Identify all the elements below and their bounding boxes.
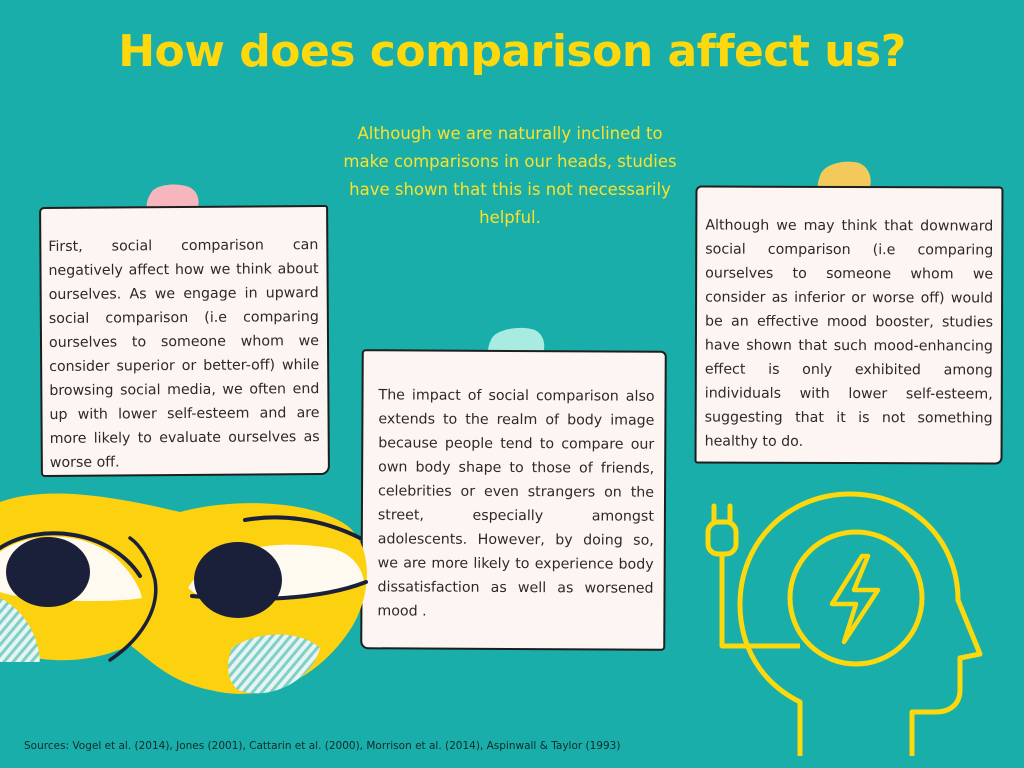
face-eyes-illustration xyxy=(0,493,368,694)
note-card-upward-comparison: First, social comparison can negatively … xyxy=(39,204,330,478)
note-text: Although we may think that downward soci… xyxy=(704,217,994,450)
sources-footer: Sources: Vogel et al. (2014), Jones (200… xyxy=(24,740,621,752)
intro-text: Although we are naturally inclined to ma… xyxy=(343,124,677,227)
note-text: The impact of social comparison also ext… xyxy=(377,387,655,620)
head-lightning-icon xyxy=(705,491,983,756)
note-card-downward-comparison: Although we may think that downward soci… xyxy=(694,185,1004,465)
power-plug-icon xyxy=(705,503,739,557)
note-text: First, social comparison can negatively … xyxy=(48,237,320,471)
note-card-body-image: The impact of social comparison also ext… xyxy=(360,349,667,651)
page-title: How does comparison affect us? xyxy=(118,26,906,77)
